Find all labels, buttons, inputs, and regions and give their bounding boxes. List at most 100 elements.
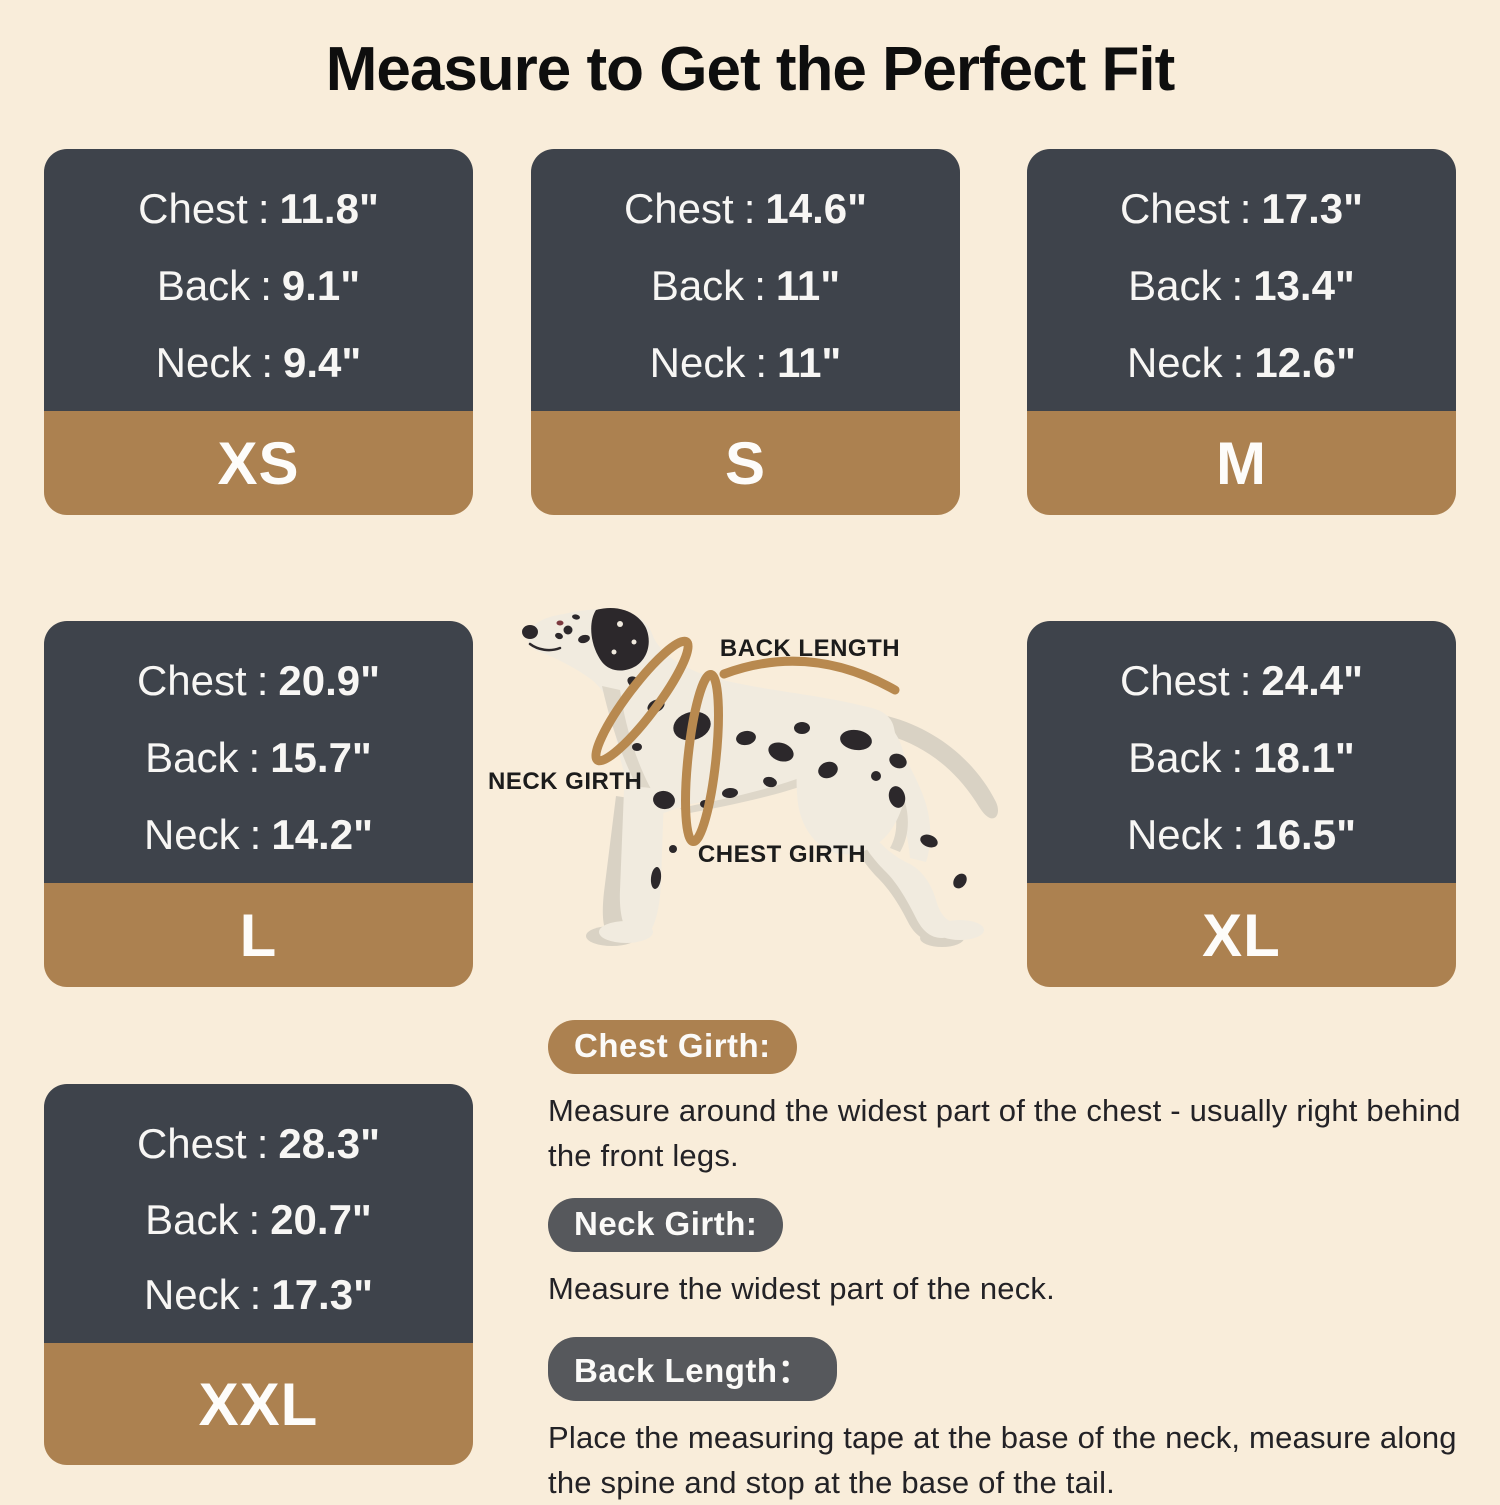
back-length-note: Back Length： Place the measuring tape at… bbox=[548, 1337, 1496, 1505]
chest-value: 28.3" bbox=[278, 1120, 381, 1167]
ear-dots bbox=[611, 621, 637, 655]
chest-row: Chest:17.3" bbox=[1037, 185, 1446, 233]
size-letter-xs: XS bbox=[217, 429, 300, 497]
size-card-m: Chest:17.3" Back:13.4" Neck:12.6" M bbox=[1027, 149, 1456, 515]
neck-girth-note: Neck Girth: Measure the widest part of t… bbox=[548, 1198, 1496, 1311]
size-card-l: Chest:20.9" Back:15.7" Neck:14.2" L bbox=[44, 621, 473, 987]
size-band: XS bbox=[44, 411, 473, 515]
separator: : bbox=[1231, 734, 1244, 781]
separator: : bbox=[755, 339, 768, 386]
separator: : bbox=[248, 1195, 261, 1243]
back-label: Back bbox=[145, 734, 239, 781]
separator: : bbox=[260, 262, 272, 309]
separator: : bbox=[249, 811, 262, 858]
dog-measurement-diagram: BACK LENGTH NECK GIRTH CHEST GIRTH bbox=[488, 608, 999, 947]
dog-ear bbox=[591, 608, 649, 671]
neck-label: Neck bbox=[1126, 339, 1223, 386]
separator: : bbox=[1232, 339, 1245, 386]
back-length-text: Place the measuring tape at the base of … bbox=[548, 1420, 1457, 1500]
chest-row: Chest:11.8" bbox=[54, 185, 463, 233]
back-label: Back bbox=[145, 1195, 239, 1243]
size-band: XXL bbox=[44, 1343, 473, 1465]
dog-brow-mark bbox=[556, 620, 564, 626]
size-card-xl: Chest:24.4" Back:18.1" Neck:16.5" XL bbox=[1027, 621, 1456, 987]
separator: : bbox=[1239, 185, 1252, 232]
separator: : bbox=[248, 734, 261, 781]
size-card-xxl: Chest:28.3" Back:20.7" Neck:17.3" XXL bbox=[44, 1084, 473, 1465]
back-length-label: BACK LENGTH bbox=[720, 635, 900, 662]
back-row: Back:11" bbox=[541, 262, 950, 310]
neck-row: Neck:16.5" bbox=[1037, 811, 1446, 859]
neck-row: Neck:12.6" bbox=[1037, 339, 1446, 387]
neck-row: Neck:9.4" bbox=[54, 339, 463, 387]
dog-tail bbox=[874, 714, 999, 819]
separator: : bbox=[1231, 262, 1244, 309]
neck-row: Neck:17.3" bbox=[54, 1271, 463, 1319]
neck-label: Neck bbox=[155, 339, 252, 386]
separator: : bbox=[743, 185, 756, 232]
dog-near-legs bbox=[599, 710, 984, 943]
size-card-l-measurements: Chest:20.9" Back:15.7" Neck:14.2" bbox=[44, 621, 473, 883]
page-title: Measure to Get the Perfect Fit bbox=[325, 35, 1176, 104]
neck-value: 14.2" bbox=[271, 811, 374, 858]
dog-body bbox=[527, 609, 931, 862]
neck-value: 11" bbox=[777, 339, 842, 386]
back-length-heading: Back Length： bbox=[548, 1337, 838, 1401]
size-band: XL bbox=[1027, 883, 1456, 987]
size-letter-xl: XL bbox=[1202, 901, 1281, 969]
neck-girth-text: Measure the widest part of the neck. bbox=[548, 1271, 1055, 1306]
back-label: Back bbox=[1128, 734, 1222, 781]
size-card-xxl-measurements: Chest:28.3" Back:20.7" Neck:17.3" bbox=[44, 1084, 473, 1343]
size-letter-xxl: XXL bbox=[198, 1370, 319, 1438]
neck-girth-strap bbox=[591, 636, 693, 766]
neck-label: Neck bbox=[143, 1271, 240, 1318]
chest-girth-note: Chest Girth: Measure around the widest p… bbox=[548, 1020, 1496, 1178]
back-row: Back:15.7" bbox=[54, 734, 463, 782]
size-band: S bbox=[531, 411, 960, 515]
size-card-s-measurements: Chest:14.6" Back:11" Neck:11" bbox=[531, 149, 960, 411]
chest-row: Chest:28.3" bbox=[54, 1120, 463, 1168]
chest-label: Chest bbox=[136, 1120, 247, 1167]
chest-label: Chest bbox=[1119, 657, 1230, 704]
separator: : bbox=[256, 657, 269, 704]
dog-nose bbox=[522, 625, 538, 639]
separator: : bbox=[1232, 811, 1245, 858]
size-card-xl-measurements: Chest:24.4" Back:18.1" Neck:16.5" bbox=[1027, 621, 1456, 883]
neck-girth-heading: Neck Girth: bbox=[548, 1198, 784, 1252]
back-label: Back bbox=[650, 262, 745, 309]
back-label: Back bbox=[1128, 262, 1222, 309]
back-label: Back bbox=[156, 262, 251, 309]
size-card-xs-measurements: Chest:11.8" Back:9.1" Neck:9.4" bbox=[44, 149, 473, 411]
chest-value: 20.9" bbox=[278, 657, 381, 704]
back-value: 18.1" bbox=[1253, 734, 1355, 781]
neck-girth-label: NECK GIRTH bbox=[488, 768, 642, 795]
separator: : bbox=[249, 1271, 262, 1318]
neck-value: 17.3" bbox=[271, 1271, 374, 1318]
back-row: Back:18.1" bbox=[1037, 734, 1446, 782]
back-length-arc bbox=[719, 656, 900, 695]
chest-value: 14.6" bbox=[765, 185, 868, 232]
measuring-straps bbox=[591, 636, 900, 847]
separator: : bbox=[754, 262, 766, 309]
chest-row: Chest:24.4" bbox=[1037, 657, 1446, 705]
neck-row: Neck:14.2" bbox=[54, 811, 463, 859]
chest-girth-label: CHEST GIRTH bbox=[698, 841, 866, 868]
size-letter-m: M bbox=[1216, 429, 1267, 497]
size-band: L bbox=[44, 883, 473, 987]
chest-row: Chest:14.6" bbox=[541, 185, 950, 233]
dog-eye bbox=[563, 625, 573, 635]
back-value: 11" bbox=[775, 262, 841, 309]
back-value: 20.7" bbox=[270, 1195, 372, 1243]
size-band: M bbox=[1027, 411, 1456, 515]
neck-label: Neck bbox=[649, 339, 746, 386]
neck-value: 12.6" bbox=[1254, 339, 1357, 386]
size-letter-l: L bbox=[239, 901, 278, 969]
separator: : bbox=[256, 1120, 269, 1167]
back-value: 13.4" bbox=[1253, 262, 1355, 309]
chest-label: Chest bbox=[623, 185, 734, 232]
dog-spots bbox=[555, 614, 967, 889]
back-value: 9.1" bbox=[281, 262, 361, 309]
size-letter-s: S bbox=[724, 429, 767, 497]
size-card-s: Chest:14.6" Back:11" Neck:11" S bbox=[531, 149, 960, 515]
